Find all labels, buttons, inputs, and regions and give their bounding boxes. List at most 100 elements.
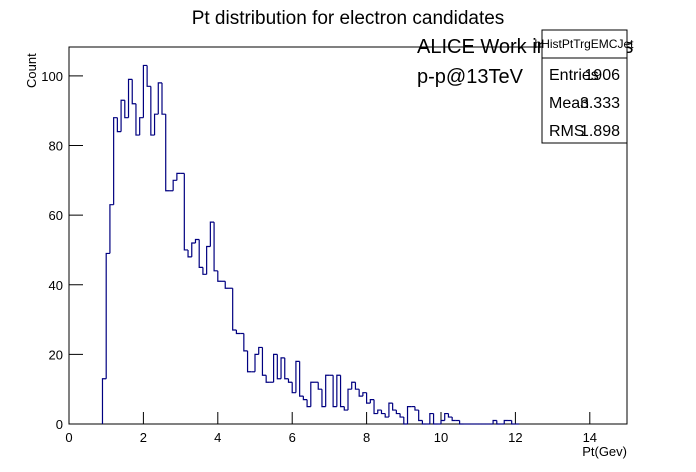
histogram-bin <box>440 419 445 424</box>
histogram-bin <box>295 360 300 393</box>
histogram-bin <box>246 350 252 373</box>
histogram-bin <box>224 281 229 289</box>
histogram-bin <box>131 79 136 105</box>
x-tick-label: 8 <box>363 430 370 445</box>
histogram-bin <box>366 392 371 404</box>
histogram-bin <box>414 406 419 411</box>
histogram-bin <box>206 245 211 275</box>
x-tick-label: 10 <box>434 430 448 445</box>
histogram-bin <box>399 413 404 418</box>
histogram-bin <box>280 357 285 379</box>
histogram-bin <box>157 82 162 115</box>
histogram-bin <box>291 382 296 394</box>
x-axis-label: Pt(Gev) <box>582 444 627 459</box>
histogram-bin <box>380 410 386 415</box>
x-tick-label: 0 <box>65 430 72 445</box>
y-tick-label: 60 <box>49 208 63 223</box>
histogram-bin <box>388 402 393 418</box>
y-tick-label: 80 <box>49 139 63 154</box>
histogram-bin <box>261 347 267 376</box>
histogram-bin <box>306 399 311 408</box>
plot-frame <box>68 46 628 425</box>
histogram-bin <box>511 420 516 425</box>
histogram-bin <box>339 375 345 408</box>
histogram-bin <box>276 354 282 380</box>
histogram-bin <box>317 382 322 390</box>
histogram-bin <box>202 267 207 275</box>
histogram-bin <box>421 420 427 425</box>
histogram-bin <box>299 361 304 397</box>
histogram-bin <box>406 405 412 424</box>
histogram-bin <box>165 114 170 192</box>
histogram-bin <box>432 413 438 425</box>
histogram-bin <box>429 412 434 424</box>
histogram-bin <box>459 420 464 425</box>
histogram-bin <box>321 389 326 408</box>
histogram-bin <box>150 86 155 136</box>
histogram-bin <box>496 420 501 425</box>
stats-label: Entries <box>549 67 599 84</box>
histogram-bin <box>354 382 360 390</box>
histogram-bin <box>444 412 449 421</box>
histogram-bin <box>418 410 423 422</box>
histogram-bin <box>139 117 144 136</box>
x-tick-label: 2 <box>140 430 147 445</box>
stats-label: RMS <box>549 123 585 140</box>
stats-label: Mean <box>549 95 589 112</box>
y-tick-label: 40 <box>49 278 63 293</box>
stats-frame <box>541 29 628 144</box>
histogram-bin <box>287 378 293 383</box>
histogram-bin <box>142 64 148 118</box>
histogram-bin <box>191 242 196 257</box>
y-tick-label: 20 <box>49 347 63 362</box>
histogram-bin <box>124 100 129 119</box>
histogram-bin <box>105 252 110 379</box>
histogram-bin <box>187 249 192 258</box>
histogram-bin <box>116 117 122 133</box>
histogram-bin <box>232 288 237 331</box>
histogram-bin <box>146 65 151 87</box>
histogram-bin <box>358 389 363 397</box>
histogram-bin <box>369 399 375 404</box>
histogram-bin <box>325 374 330 407</box>
histogram-bin <box>403 417 408 425</box>
histogram-bin <box>265 375 270 383</box>
y-tick-label: 100 <box>41 69 63 84</box>
x-tick-label: 6 <box>289 430 296 445</box>
histogram-bin <box>113 117 118 205</box>
stats-box: hHistPtTrgEMCJet Entries 1906 Mean 3.333… <box>535 29 634 144</box>
histogram-bin <box>254 353 259 372</box>
annotation: p-p@13TeV <box>417 66 524 88</box>
histogram-bin <box>101 378 107 424</box>
histogram-bin <box>395 410 401 415</box>
histogram-bin <box>172 179 177 191</box>
x-tick-label: 12 <box>508 430 522 445</box>
histogram-bin <box>447 413 453 418</box>
histogram-bin <box>362 392 367 397</box>
histogram-bin <box>273 353 278 383</box>
histogram-bin <box>347 388 352 411</box>
histogram-bin <box>243 333 248 352</box>
histogram-bin <box>384 413 389 418</box>
histogram-bin <box>127 78 133 118</box>
histogram-bin <box>217 270 222 282</box>
histogram-bin <box>392 403 397 411</box>
x-tick-label: 4 <box>214 430 221 445</box>
histogram-bin <box>451 417 456 422</box>
histogram-bin <box>153 113 159 136</box>
histogram-bin <box>503 419 508 424</box>
histogram-bin <box>235 330 241 335</box>
y-axis-label: Count <box>24 53 39 88</box>
histogram-bin <box>213 222 218 272</box>
histogram-bin <box>176 172 181 181</box>
x-tick-label: 14 <box>583 430 597 445</box>
stats-value: 1906 <box>584 67 620 84</box>
chart-title: Pt distribution for electron candidates <box>192 8 505 29</box>
y-tick-label: 0 <box>56 417 63 432</box>
histogram-bin <box>377 409 382 414</box>
histogram-bin <box>198 239 203 268</box>
histogram-bin <box>135 103 140 136</box>
histogram-bin <box>332 375 337 408</box>
histogram-bin <box>161 82 166 115</box>
